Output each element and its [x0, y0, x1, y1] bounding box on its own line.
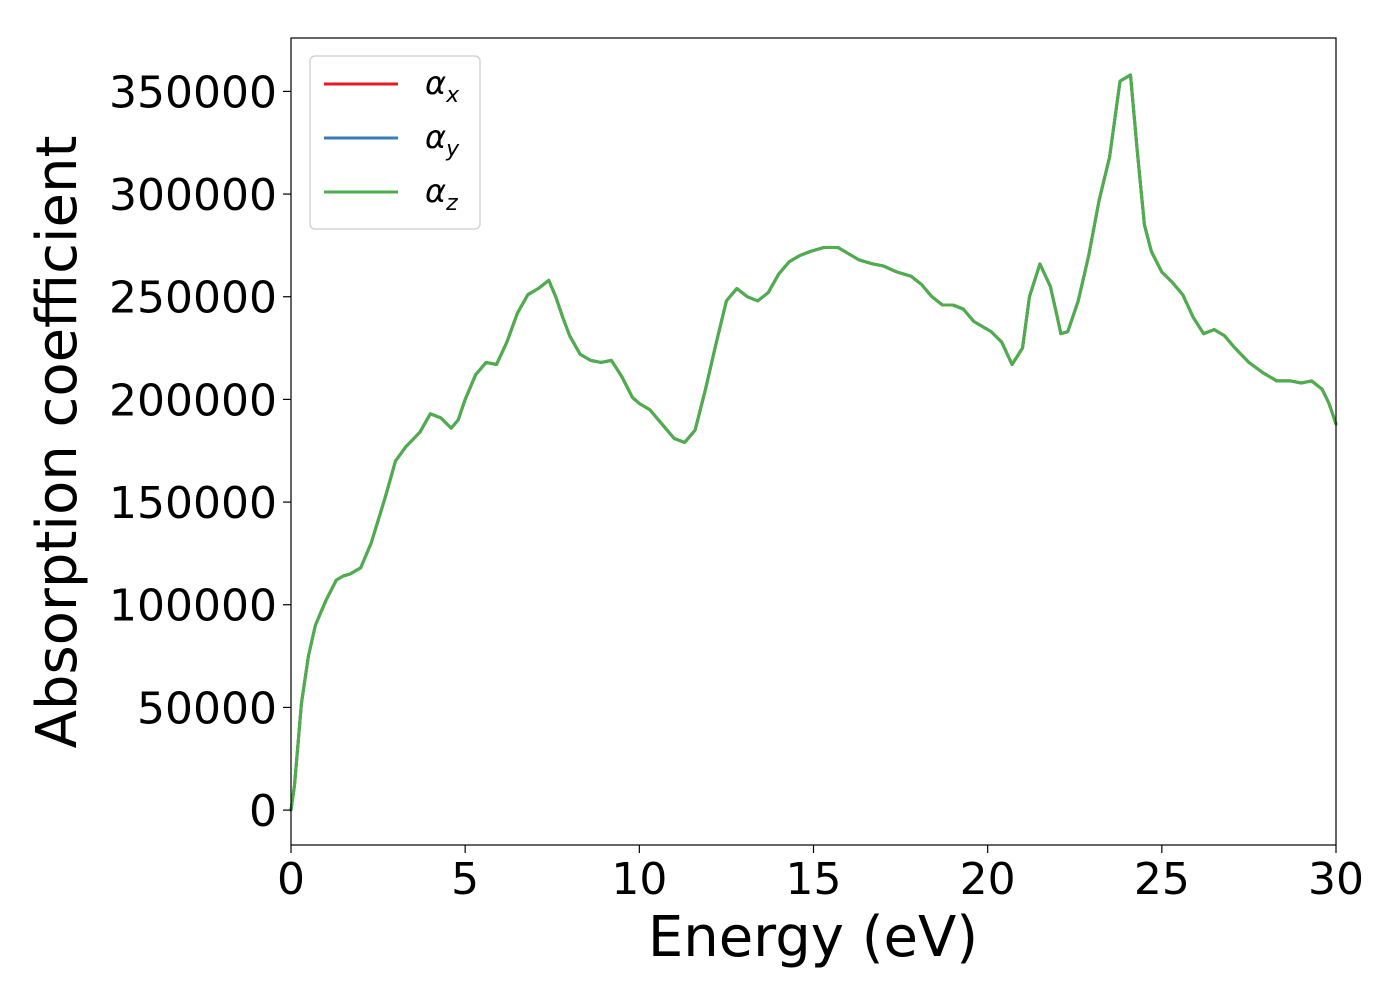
- legend-label-subscript: y: [445, 137, 460, 162]
- x-axis: 0 5 10 15 20 25 30: [277, 845, 1364, 905]
- y-tick-label: 0: [249, 786, 277, 837]
- y-tick-label: 200000: [109, 375, 277, 426]
- y-tick-label: 350000: [109, 67, 277, 118]
- legend-label-subscript: z: [445, 191, 458, 216]
- legend-label-subscript: x: [445, 83, 460, 108]
- legend-label-y: αy: [425, 118, 460, 162]
- x-tick-label: 15: [786, 854, 842, 905]
- y-tick-label: 150000: [109, 478, 277, 529]
- legend-label-x: αx: [425, 64, 460, 108]
- legend-box: [309, 55, 481, 230]
- y-tick-label: 100000: [109, 581, 277, 632]
- x-tick-label: 10: [611, 854, 667, 905]
- legend-label-main: α: [425, 64, 446, 102]
- legend-label-main: α: [425, 118, 446, 156]
- x-tick-label: 20: [960, 854, 1016, 905]
- legend-label-z: αz: [425, 172, 458, 216]
- x-tick-label: 0: [277, 854, 305, 905]
- series-layer: [289, 73, 1338, 812]
- x-axis-title: Energy (eV): [648, 905, 978, 970]
- x-tick-label: 25: [1134, 854, 1190, 905]
- legend-label-main: α: [425, 172, 446, 210]
- y-axis: 0 50000 100000 150000 200000 250000 300000 3500…: [109, 67, 291, 837]
- y-tick-label: 50000: [137, 683, 277, 734]
- y-tick-label: 250000: [109, 273, 277, 324]
- y-axis-title: Absorption coefficient: [25, 136, 90, 749]
- series-line-z: [289, 73, 1338, 812]
- y-tick-label: 300000: [109, 170, 277, 221]
- x-tick-label: 30: [1308, 854, 1364, 905]
- x-tick-label: 5: [451, 854, 479, 905]
